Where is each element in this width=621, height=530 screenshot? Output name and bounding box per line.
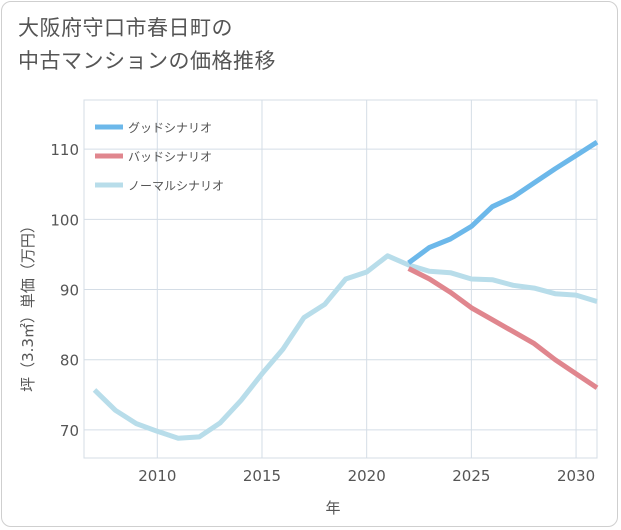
y-tick-label: 110 [50,141,79,159]
x-axis-title: 年 [325,499,340,517]
x-tick-label: 2020 [348,467,386,485]
series-line-2 [92,253,598,441]
y-tick-label: 80 [60,352,79,370]
x-tick-label: 2015 [243,467,281,485]
x-tick-label: 2010 [138,467,176,485]
series-line-1 [407,266,599,390]
chart-title: 大阪府守口市春日町の 中古マンションの価格推移 [18,12,276,78]
y-tick-label: 70 [60,422,79,440]
legend-label-0: グッドシナリオ [128,121,212,135]
axes [83,99,598,459]
tick-labels: 2010 2015 2020 2025 2030 70 80 90 100 110 [50,141,595,485]
y-axis-title: 坪（3.3㎡）単価（万円） [19,218,37,392]
chart-title-line-1: 大阪府守口市春日町の [18,16,233,40]
y-tick-label: 90 [60,282,79,300]
y-tick-label: 100 [50,211,79,229]
x-tick-label: 2025 [452,467,490,485]
legend-label-1: バッドシナリオ [128,150,212,164]
series-line-0 [407,139,599,265]
plot-area-border [83,99,598,459]
chart-title-line-2: 中古マンションの価格推移 [18,49,276,73]
series-lines [92,139,599,441]
x-tick-label: 2030 [557,467,595,485]
legend-label-2: ノーマルシナリオ [128,179,224,193]
